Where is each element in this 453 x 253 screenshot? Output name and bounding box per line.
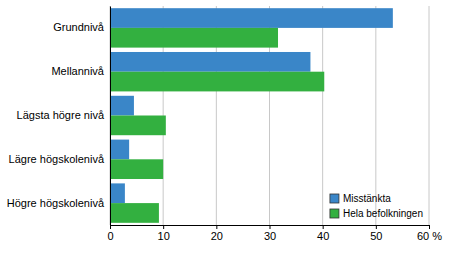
tick-label: 30 — [264, 230, 276, 242]
tick-label: 10 — [158, 230, 170, 242]
tick: 10 — [158, 225, 170, 242]
category-label: Mellannivå — [51, 65, 104, 77]
grid-line — [322, 6, 323, 225]
legend-label: Misstänkta — [343, 193, 391, 204]
grid — [110, 6, 429, 225]
tick-label: 40 — [317, 230, 329, 242]
category-label: Grundnivå — [53, 21, 105, 33]
tick-label: 0 — [107, 230, 113, 242]
tick-mark — [376, 225, 377, 229]
tick-label: 20 — [211, 230, 223, 242]
tick: Grundnivå — [53, 21, 110, 33]
legend-swatch — [330, 209, 339, 218]
x-axis: 0 10 20 30 40 50 60 % — [107, 225, 442, 242]
category-label: Lägsta högre nivå — [17, 109, 105, 121]
tick-mark — [429, 225, 430, 229]
tick-mark — [163, 225, 164, 229]
tick: Lägre högskolenivå — [9, 153, 110, 165]
tick: 60 % — [417, 225, 442, 242]
tick: Mellannivå — [51, 65, 110, 77]
tick: 20 — [211, 225, 223, 242]
legend: Misstänkta Hela befolkningen — [330, 193, 423, 219]
tick-mark — [216, 225, 217, 229]
axis-line — [110, 7, 111, 226]
bar — [110, 72, 324, 92]
legend-label: Hela befolkningen — [343, 208, 423, 219]
tick-mark — [110, 225, 111, 229]
tick: 0 — [107, 225, 113, 242]
y-axis: Grundnivå Mellannivå Lägsta högre nivå Lägr… — [7, 7, 111, 226]
tick: 40 — [317, 225, 329, 242]
tick-label: 60 % — [417, 230, 442, 242]
tick-mark — [323, 225, 324, 229]
bar — [110, 96, 134, 116]
category-label: Högre högskolenivå — [7, 197, 105, 209]
tick: Lägsta högre nivå — [17, 109, 110, 121]
tick: Högre högskolenivå — [7, 197, 110, 209]
grid-line — [429, 6, 430, 225]
bar — [110, 203, 159, 223]
tick: 30 — [264, 225, 276, 242]
tick-mark — [270, 225, 271, 229]
tick: 50 — [370, 225, 382, 242]
grid-line — [110, 6, 111, 225]
bar — [110, 52, 310, 72]
tick-label: 50 — [370, 230, 382, 242]
bar — [110, 8, 393, 28]
bar — [110, 140, 129, 160]
legend-item: Hela befolkningen — [330, 208, 423, 219]
bars — [110, 8, 393, 223]
legend-swatch — [330, 194, 339, 203]
bar — [110, 116, 166, 136]
legend-item: Misstänkta — [330, 193, 391, 204]
bar — [110, 183, 125, 203]
axis-line — [111, 226, 430, 230]
category-label: Lägre högskolenivå — [9, 153, 105, 165]
bar — [110, 159, 163, 179]
bar — [110, 28, 278, 48]
chart: 0 10 20 30 40 50 60 % Grundnivå Mellannivå Lägsta… — [0, 0, 453, 253]
plot: 0 10 20 30 40 50 60 % Grundnivå Mellannivå Lägsta… — [7, 6, 442, 242]
